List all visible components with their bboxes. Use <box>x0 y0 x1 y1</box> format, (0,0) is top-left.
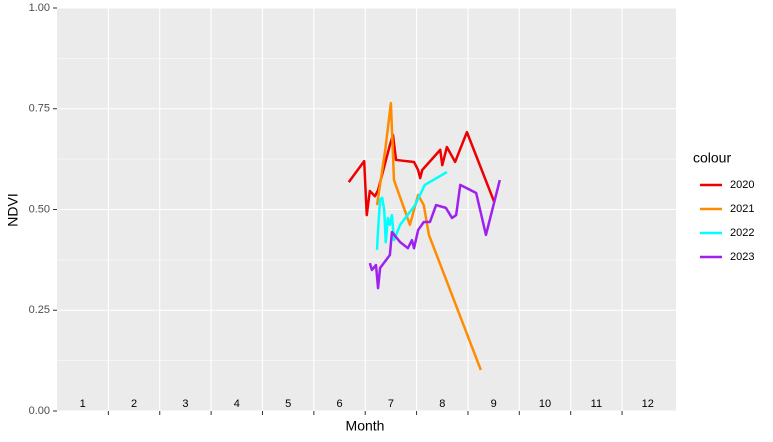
y-axis-label: NDVI <box>5 193 21 226</box>
x-tick-label: 3 <box>182 398 188 410</box>
x-tick-label: 4 <box>234 398 240 410</box>
y-tick-label: 0.75 <box>29 103 50 115</box>
x-axis-label: Month <box>346 418 385 434</box>
line <box>368 179 502 290</box>
x-tick-label: 7 <box>388 398 394 410</box>
legend-label: 2023 <box>730 251 754 263</box>
x-tick-label: 2 <box>131 398 137 410</box>
x-tick-label: 9 <box>491 398 497 410</box>
legend-title: colour <box>693 150 731 166</box>
y-tick-label: 0.00 <box>29 405 50 417</box>
x-tick-label: 5 <box>285 398 291 410</box>
legend-label: 2021 <box>730 203 754 215</box>
y-tick-label: 0.50 <box>29 203 50 215</box>
x-tick-label: 10 <box>539 398 551 410</box>
x-tick-label: 12 <box>642 398 654 410</box>
line <box>375 101 482 371</box>
x-tick-label: 6 <box>336 398 342 410</box>
y-tick-label: 1.00 <box>29 2 50 14</box>
line <box>347 130 496 217</box>
y-tick-label: 0.25 <box>29 304 50 316</box>
legend-label: 2022 <box>730 227 754 239</box>
x-tick-label: 11 <box>591 398 602 410</box>
x-tick-label: 1 <box>80 398 86 410</box>
x-tick-label: 8 <box>439 398 445 410</box>
line <box>375 170 448 250</box>
legend-label: 2020 <box>730 179 754 191</box>
